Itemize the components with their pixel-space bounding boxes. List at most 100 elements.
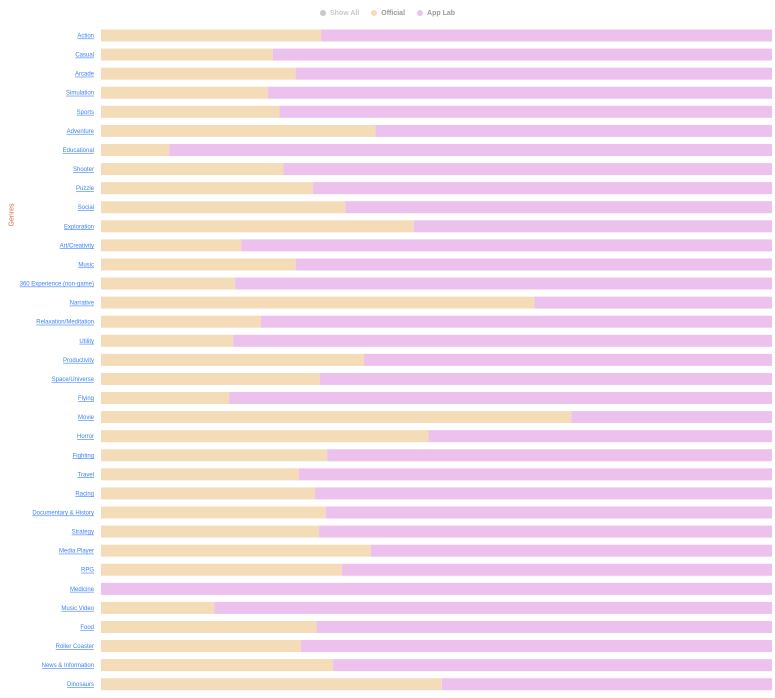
category-label-music[interactable]: Music	[78, 262, 94, 268]
bar-app-lab-roller-coaster[interactable]	[300, 640, 772, 653]
bar-app-lab-productivity[interactable]	[364, 353, 772, 366]
category-label-casual[interactable]: Casual	[75, 53, 94, 59]
bar-official-media-player[interactable]	[101, 544, 371, 557]
category-label-news-information[interactable]: News & Information	[42, 663, 94, 669]
bar-official-roller-coaster[interactable]	[101, 640, 301, 653]
bar-official-adventure[interactable]	[101, 124, 376, 137]
category-label-fighting[interactable]: Fighting	[73, 453, 94, 459]
bar-app-lab-exploration[interactable]	[413, 220, 772, 233]
category-label-arcade[interactable]: Arcade	[75, 72, 95, 78]
bar-official-documentary-history[interactable]	[101, 506, 326, 519]
category-label-relaxation-meditation[interactable]: Relaxation/Meditation	[36, 320, 94, 326]
bar-official-arcade[interactable]	[101, 67, 296, 80]
bar-official-puzzle[interactable]	[101, 182, 314, 195]
bar-app-lab-narrative[interactable]	[534, 296, 772, 309]
bar-official-casual[interactable]	[101, 48, 273, 61]
bar-official-relaxation-meditation[interactable]	[101, 315, 261, 328]
bar-app-lab-fighting[interactable]	[327, 449, 772, 462]
bar-official-utility[interactable]	[101, 334, 234, 347]
category-label-flying[interactable]: Flying	[78, 396, 94, 402]
bar-official-360-experience-non-game[interactable]	[101, 277, 236, 290]
bar-app-lab-rpg[interactable]	[341, 563, 772, 576]
bar-app-lab-utility[interactable]	[233, 334, 772, 347]
category-label-rpg[interactable]: RPG	[81, 568, 94, 574]
bar-app-lab-shooter[interactable]	[283, 163, 772, 176]
category-label-utility[interactable]: Utility	[79, 339, 94, 345]
category-label-travel[interactable]: Travel	[78, 472, 94, 478]
legend-official[interactable]: Official	[371, 10, 405, 17]
bar-official-social[interactable]	[101, 201, 346, 214]
category-label-food[interactable]: Food	[80, 625, 94, 631]
bar-app-lab-arcade[interactable]	[295, 67, 772, 80]
bar-app-lab-dinosaurs[interactable]	[441, 678, 772, 691]
category-label-roller-coaster[interactable]: Roller Coaster	[56, 644, 94, 650]
category-label-dinosaurs[interactable]: Dinosaurs	[67, 682, 94, 688]
legend-app-lab[interactable]: App Lab	[417, 10, 455, 17]
category-label-exploration[interactable]: Exploration	[64, 224, 94, 230]
bar-official-travel[interactable]	[101, 468, 299, 481]
category-label-puzzle[interactable]: Puzzle	[76, 186, 95, 192]
category-label-educational[interactable]: Educational	[63, 148, 94, 154]
bar-official-art-creativity[interactable]	[101, 239, 242, 252]
bar-app-lab-art-creativity[interactable]	[241, 239, 772, 252]
bar-app-lab-food[interactable]	[316, 620, 772, 633]
bar-official-sports[interactable]	[101, 105, 280, 118]
bar-official-music-video[interactable]	[101, 601, 215, 614]
category-label-productivity[interactable]: Productivity	[63, 358, 94, 364]
bar-official-rpg[interactable]	[101, 563, 342, 576]
category-label-space-universe[interactable]: Space/Universe	[52, 377, 95, 383]
bar-app-lab-racing[interactable]	[315, 487, 772, 500]
category-label-horror[interactable]: Horror	[77, 434, 94, 440]
category-label-social[interactable]: Social	[78, 205, 94, 211]
bar-app-lab-media-player[interactable]	[370, 544, 772, 557]
bar-official-space-universe[interactable]	[101, 372, 320, 385]
bar-official-shooter[interactable]	[101, 163, 284, 176]
category-label-simulation[interactable]: Simulation	[66, 91, 94, 97]
bar-app-lab-music-video[interactable]	[214, 601, 773, 614]
category-label-sports[interactable]: Sports	[77, 110, 94, 116]
bar-official-racing[interactable]	[101, 487, 316, 500]
bar-app-lab-social[interactable]	[345, 201, 772, 214]
bar-official-fighting[interactable]	[101, 449, 328, 462]
bar-app-lab-relaxation-meditation[interactable]	[260, 315, 772, 328]
bar-app-lab-travel[interactable]	[298, 468, 772, 481]
category-label-documentary-history[interactable]: Documentary & History	[32, 511, 94, 517]
bar-official-narrative[interactable]	[101, 296, 535, 309]
category-label-music-video[interactable]: Music Video	[61, 606, 94, 612]
bar-app-lab-casual[interactable]	[272, 48, 772, 61]
category-label-adventure[interactable]: Adventure	[67, 129, 95, 135]
bar-official-food[interactable]	[101, 620, 317, 633]
bar-app-lab-flying[interactable]	[229, 392, 772, 405]
bar-app-lab-action[interactable]	[321, 29, 772, 42]
bar-app-lab-horror[interactable]	[428, 430, 772, 443]
category-label-media-player[interactable]: Media Player	[59, 549, 94, 555]
bar-app-lab-sports[interactable]	[279, 105, 772, 118]
bar-official-flying[interactable]	[101, 392, 230, 405]
bar-official-movie[interactable]	[101, 411, 572, 424]
bar-app-lab-educational[interactable]	[169, 143, 772, 156]
category-label-medicine[interactable]: Medicine	[70, 587, 95, 593]
bar-app-lab-strategy[interactable]	[319, 525, 772, 538]
bar-app-lab-adventure[interactable]	[375, 124, 772, 137]
bar-official-music[interactable]	[101, 258, 296, 271]
bar-app-lab-medicine[interactable]	[101, 582, 772, 595]
legend-show-all[interactable]: Show All	[319, 10, 359, 17]
bar-app-lab-news-information[interactable]	[333, 659, 772, 672]
bar-app-lab-movie[interactable]	[571, 411, 772, 424]
bar-app-lab-360-experience-non-game[interactable]	[235, 277, 772, 290]
bar-official-action[interactable]	[101, 29, 322, 42]
category-label-narrative[interactable]: Narrative	[70, 301, 95, 307]
bar-official-news-information[interactable]	[101, 659, 334, 672]
bar-app-lab-documentary-history[interactable]	[325, 506, 772, 519]
bar-official-educational[interactable]	[101, 143, 170, 156]
category-label-movie[interactable]: Movie	[78, 415, 95, 421]
category-label-shooter[interactable]: Shooter	[73, 167, 94, 173]
category-label-art-creativity[interactable]: Art/Creativity	[60, 243, 94, 249]
bar-official-simulation[interactable]	[101, 86, 269, 99]
bar-app-lab-simulation[interactable]	[268, 86, 772, 99]
category-label-action[interactable]: Action	[77, 34, 94, 40]
category-label-strategy[interactable]: Strategy	[72, 530, 94, 536]
bar-official-strategy[interactable]	[101, 525, 320, 538]
bar-official-exploration[interactable]	[101, 220, 414, 233]
bar-app-lab-space-universe[interactable]	[319, 372, 772, 385]
